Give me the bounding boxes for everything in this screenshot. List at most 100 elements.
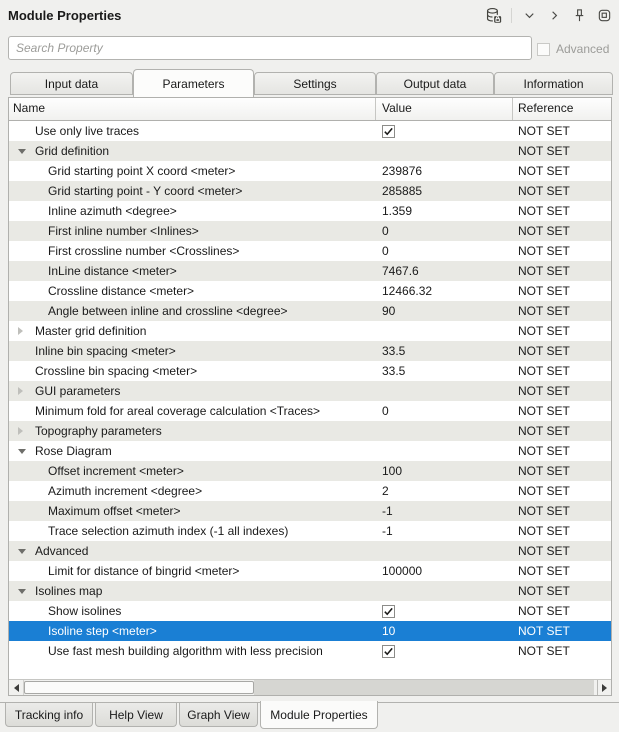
row-label: Isolines map	[35, 584, 103, 598]
row-reference-cell: NOT SET	[513, 161, 611, 181]
expand-arrow-icon[interactable]	[18, 327, 35, 335]
row-reference-cell: NOT SET	[513, 181, 611, 201]
scrollbar-thumb[interactable]	[24, 681, 254, 694]
table-row[interactable]: Isoline step <meter> 10 NOT SET	[9, 621, 611, 641]
table-row[interactable]: Crossline distance <meter> 12466.32 NOT SE…	[9, 281, 611, 301]
row-name-cell: Trace selection azimuth index (-1 all in…	[9, 521, 376, 541]
table-row[interactable]: Use fast mesh building algorithm with le…	[9, 641, 611, 661]
table-row[interactable]: GUI parameters NOT SET	[9, 381, 611, 401]
row-name-cell: First crossline number <Crosslines>	[9, 241, 376, 261]
row-label: Rose Diagram	[35, 444, 112, 458]
database-lock-icon[interactable]	[483, 5, 504, 26]
scroll-left-arrow-icon	[13, 683, 19, 692]
table-row[interactable]: Grid starting point - Y coord <meter> 285…	[9, 181, 611, 201]
horizontal-scrollbar[interactable]	[9, 679, 611, 695]
search-input[interactable]	[8, 36, 532, 60]
checkbox[interactable]	[382, 604, 395, 618]
checkbox[interactable]	[382, 644, 395, 658]
table-row[interactable]: Isolines map NOT SET	[9, 581, 611, 601]
row-reference: NOT SET	[518, 624, 570, 638]
table-row[interactable]: Grid definition NOT SET	[9, 141, 611, 161]
collapse-arrow-icon[interactable]	[18, 548, 35, 554]
row-value-cell: -1	[376, 521, 513, 541]
table-row[interactable]: Grid starting point X coord <meter> 23987…	[9, 161, 611, 181]
row-name-cell: Maximum offset <meter>	[9, 501, 376, 521]
table-row[interactable]: Inline bin spacing <meter> 33.5 NOT SET	[9, 341, 611, 361]
collapse-arrow-icon[interactable]	[18, 588, 35, 594]
table-row[interactable]: Trace selection azimuth index (-1 all in…	[9, 521, 611, 541]
tab-tracking-info[interactable]: Tracking info	[5, 703, 93, 727]
tab-module-properties[interactable]: Module Properties	[260, 701, 378, 729]
column-header-reference[interactable]: Reference	[518, 101, 574, 115]
row-value: 33.5	[382, 344, 406, 358]
row-name-cell: Use only live traces	[9, 121, 376, 141]
tab-label: Parameters	[162, 76, 225, 91]
tab-settings[interactable]: Settings	[254, 72, 376, 95]
advanced-checkbox[interactable]	[537, 42, 550, 56]
tab-parameters[interactable]: Parameters	[133, 69, 254, 97]
tab-information[interactable]: Information	[494, 72, 613, 95]
table-row[interactable]: Angle between inline and crossline <degr…	[9, 301, 611, 321]
table-row[interactable]: Azimuth increment <degree> 2 NOT SET	[9, 481, 611, 501]
row-reference: NOT SET	[518, 304, 570, 318]
table-row[interactable]: Advanced NOT SET	[9, 541, 611, 561]
table-row[interactable]: Inline azimuth <degree> 1.359 NOT SET	[9, 201, 611, 221]
row-value-cell	[376, 541, 513, 561]
column-header-name[interactable]: Name	[9, 98, 376, 120]
table-row[interactable]: Limit for distance of bingrid <meter> 100…	[9, 561, 611, 581]
checkbox[interactable]	[382, 124, 395, 138]
table-row[interactable]: Maximum offset <meter> -1 NOT SET	[9, 501, 611, 521]
scroll-left-button[interactable]	[9, 680, 24, 695]
table-row[interactable]: InLine distance <meter> 7467.6 NOT SET	[9, 261, 611, 281]
row-label: First crossline number <Crosslines>	[48, 244, 240, 258]
row-value: 285885	[382, 184, 423, 198]
row-value-cell: 2	[376, 481, 513, 501]
expand-arrow-icon[interactable]	[18, 427, 35, 435]
row-value: 7467.6	[382, 264, 419, 278]
row-value-cell	[376, 441, 513, 461]
row-name-cell: Limit for distance of bingrid <meter>	[9, 561, 376, 581]
pin-icon[interactable]	[569, 5, 590, 26]
table-row[interactable]: Show isolines NOT SET	[9, 601, 611, 621]
table-row[interactable]: Offset increment <meter> 100 NOT SET	[9, 461, 611, 481]
table-row[interactable]: First inline number <Inlines> 0 NOT SET	[9, 221, 611, 241]
chevron-right-icon[interactable]	[544, 5, 565, 26]
table-row[interactable]: Use only live traces NOT SET	[9, 121, 611, 141]
table-row[interactable]: Topography parameters NOT SET	[9, 421, 611, 441]
row-label: Use fast mesh building algorithm with le…	[48, 644, 323, 658]
tab-input-data[interactable]: Input data	[10, 72, 133, 95]
column-header-value[interactable]: Value	[376, 98, 513, 120]
table-row[interactable]: Master grid definition NOT SET	[9, 321, 611, 341]
tab-output-data[interactable]: Output data	[376, 72, 494, 95]
table-row[interactable]: Rose Diagram NOT SET	[9, 441, 611, 461]
table-row[interactable]: Minimum fold for areal coverage calculat…	[9, 401, 611, 421]
scrollbar-track[interactable]	[254, 680, 594, 695]
row-label: Master grid definition	[35, 324, 147, 338]
row-reference-cell: NOT SET	[513, 261, 611, 281]
row-reference: NOT SET	[518, 244, 570, 258]
collapse-arrow-icon[interactable]	[18, 148, 35, 154]
collapse-arrow-icon[interactable]	[18, 448, 35, 454]
row-value-cell	[376, 121, 513, 141]
tab-label: Output data	[403, 76, 467, 91]
table-row[interactable]: Crossline bin spacing <meter> 33.5 NOT SET	[9, 361, 611, 381]
row-reference: NOT SET	[518, 164, 570, 178]
scroll-right-button[interactable]	[597, 680, 611, 695]
expand-arrow-icon[interactable]	[18, 387, 35, 395]
row-name-cell: Rose Diagram	[9, 441, 376, 461]
table-row[interactable]: First crossline number <Crosslines> 0 NOT …	[9, 241, 611, 261]
row-label: First inline number <Inlines>	[48, 224, 199, 238]
float-window-icon[interactable]	[594, 5, 615, 26]
row-value: -1	[382, 524, 393, 538]
row-value-cell: 1.359	[376, 201, 513, 221]
row-reference-cell: NOT SET	[513, 201, 611, 221]
bottom-tab-bar: Tracking info Help View Graph View Module P…	[0, 701, 619, 732]
tab-graph-view[interactable]: Graph View	[179, 703, 258, 727]
row-reference-cell: NOT SET	[513, 501, 611, 521]
row-label: Inline azimuth <degree>	[48, 204, 177, 218]
row-name-cell: Crossline distance <meter>	[9, 281, 376, 301]
row-reference: NOT SET	[518, 544, 570, 558]
tab-help-view[interactable]: Help View	[95, 703, 177, 727]
chevron-down-icon[interactable]	[519, 5, 540, 26]
